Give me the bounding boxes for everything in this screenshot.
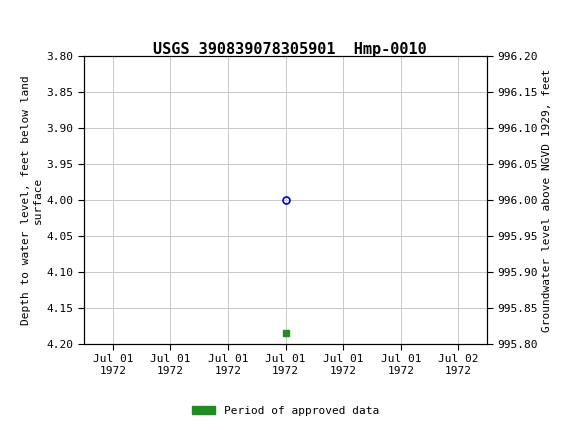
Text: ▒USGS: ▒USGS: [7, 7, 61, 28]
Y-axis label: Groundwater level above NGVD 1929, feet: Groundwater level above NGVD 1929, feet: [542, 68, 552, 332]
Legend: Period of approved data: Period of approved data: [188, 402, 383, 421]
Text: USGS 390839078305901  Hmp-0010: USGS 390839078305901 Hmp-0010: [153, 42, 427, 57]
Y-axis label: Depth to water level, feet below land
surface: Depth to water level, feet below land su…: [21, 75, 42, 325]
